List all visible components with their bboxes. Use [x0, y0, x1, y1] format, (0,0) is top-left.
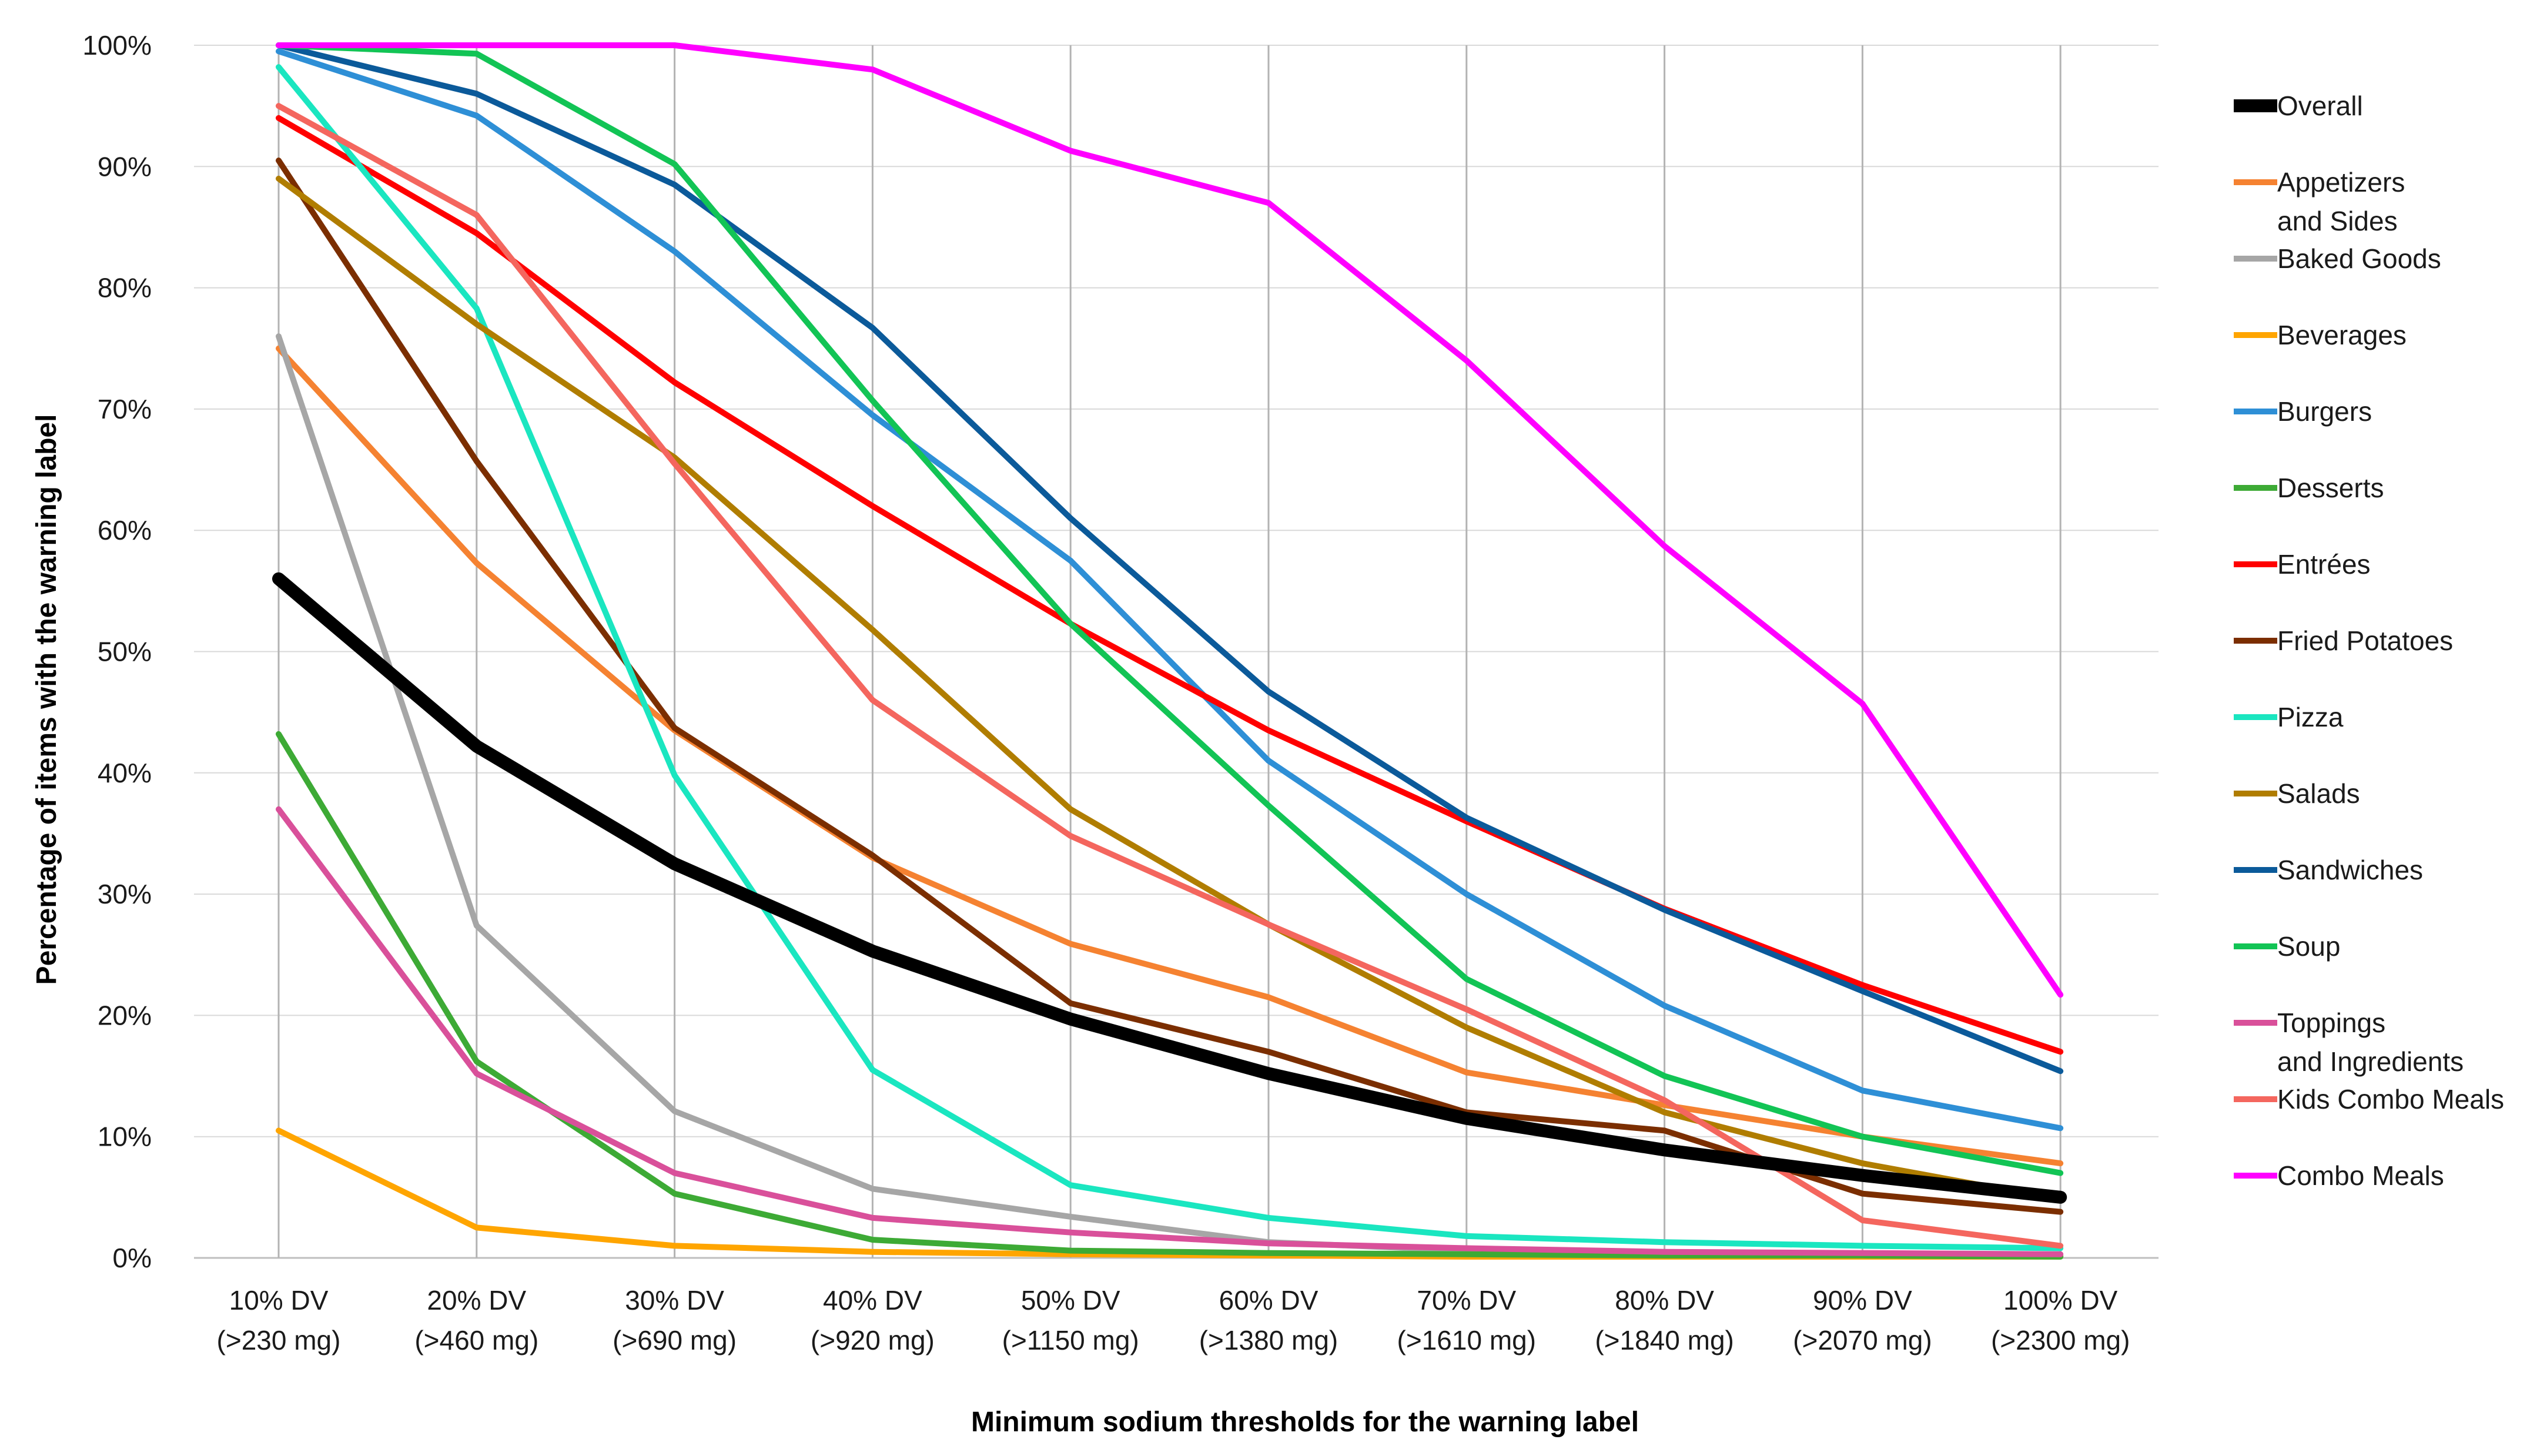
- legend-label-beverages: Beverages: [2277, 320, 2407, 350]
- legend-label-overall: Overall: [2277, 91, 2363, 121]
- y-tick-label: 60%: [98, 515, 152, 545]
- legend: Overall Appetizers and Sides Baked Goods Bev…: [2234, 91, 2504, 1191]
- y-tick-label: 90%: [98, 151, 152, 182]
- y-tick-label: 80%: [98, 273, 152, 303]
- series-line-salads: [276, 175, 2064, 1203]
- axes: 0% 10% 20% 30% 40% 50% 60% 70% 80% 90% 100% 10% DV(…: [82, 30, 2130, 1355]
- y-axis-title: Percentage of items with the warning lab…: [31, 414, 62, 985]
- legend-label-toppings-and-ingredients: Toppings and Ingredients: [2277, 1008, 2464, 1077]
- y-tick-label: 70%: [98, 394, 152, 424]
- series-line-desserts: [276, 731, 2064, 1260]
- legend-label-soup: Soup: [2277, 931, 2340, 962]
- y-tick-label: 30%: [98, 879, 152, 909]
- legend-label-kids-combo-meals: Kids Combo Meals: [2277, 1084, 2504, 1114]
- legend-label-pizza: Pizza: [2277, 702, 2344, 732]
- legend-label-combo-meals: Combo Meals: [2277, 1160, 2444, 1191]
- series-line-combo-meals: [276, 42, 2064, 998]
- x-tick-label: 10% DV (>230 mg): [217, 1285, 341, 1355]
- legend-label-baked-goods: Baked Goods: [2277, 243, 2441, 274]
- x-axis-title: Minimum sodium thresholds for the warnin…: [971, 1407, 1639, 1438]
- x-tick-label: 30% DV (>690 mg): [613, 1285, 737, 1355]
- series-line-toppings-and-ingredients: [276, 806, 2064, 1257]
- x-tick-label: 20% DV (>460 mg): [414, 1285, 538, 1355]
- y-tick-label: 50%: [98, 637, 152, 667]
- y-tick-label: 0%: [113, 1243, 152, 1273]
- legend-label-sandwiches: Sandwiches: [2277, 855, 2423, 885]
- series-line-pizza: [276, 64, 2064, 1251]
- series-line-overall: [272, 572, 2067, 1204]
- series-line-sandwiches: [276, 42, 2064, 1075]
- x-tick-label: 70% DV (>1610 mg): [1397, 1285, 1537, 1355]
- y-tick-label: 20%: [98, 1000, 152, 1030]
- x-tick-label: 40% DV (>920 mg): [811, 1285, 935, 1355]
- legend-label-fried-potatoes: Fried Potatoes: [2277, 625, 2453, 656]
- x-tick-label: 100% DV (>2300 mg): [1991, 1285, 2130, 1355]
- y-tick-label: 100%: [82, 30, 152, 61]
- legend-label-desserts: Desserts: [2277, 473, 2384, 503]
- series-line-soup: [276, 42, 2064, 1176]
- y-tick-label: 10%: [98, 1122, 152, 1152]
- legend-label-salads: Salads: [2277, 778, 2360, 809]
- x-tick-label: 80% DV (>1840 mg): [1595, 1285, 1734, 1355]
- x-tick-label: 60% DV (>1380 mg): [1199, 1285, 1338, 1355]
- x-tick-label: 50% DV (>1150 mg): [1002, 1285, 1139, 1355]
- series-line-entr-es: [276, 115, 2064, 1055]
- series-lines: [272, 42, 2067, 1260]
- x-tick-label: 90% DV (>2070 mg): [1793, 1285, 1932, 1355]
- series-line-burgers: [276, 48, 2064, 1132]
- legend-label-appetizers-and-sides: Appetizers and Sides: [2277, 167, 2405, 236]
- y-tick-label: 40%: [98, 758, 152, 788]
- series-line-appetizers-and-sides: [276, 345, 2064, 1167]
- legend-label-burgers: Burgers: [2277, 396, 2372, 427]
- legend-label-entr-es: Entrées: [2277, 549, 2371, 580]
